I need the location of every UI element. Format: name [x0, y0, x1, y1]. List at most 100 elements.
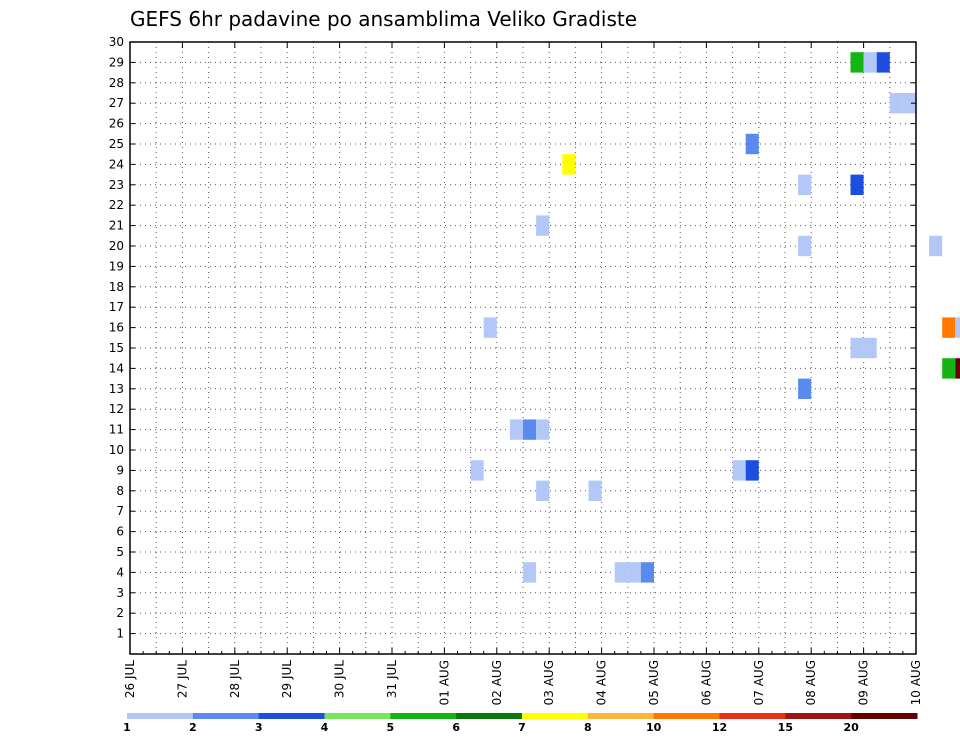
y-tick-label: 18 — [109, 280, 124, 294]
precip-cell — [850, 174, 864, 195]
y-tick-label: 24 — [109, 157, 124, 171]
precip-cell — [470, 460, 484, 481]
colorbar-segment — [653, 713, 720, 719]
precip-cell — [536, 419, 550, 440]
colorbar-label: 12 — [712, 721, 727, 734]
precip-cell — [889, 93, 903, 114]
precip-cell — [902, 93, 916, 114]
precipitation-cells — [470, 52, 960, 583]
y-tick-label: 16 — [109, 321, 124, 335]
precip-cell — [863, 337, 877, 359]
precip-cell — [627, 562, 641, 583]
x-tick-label: 05 AUG — [647, 660, 661, 705]
precip-cell — [536, 215, 550, 236]
y-tick-label: 22 — [109, 198, 124, 212]
precip-cell — [942, 317, 956, 338]
colorbar-label: 15 — [778, 721, 793, 734]
precip-cell — [523, 562, 537, 583]
precip-cell — [640, 562, 654, 583]
y-tick-label: 23 — [109, 178, 124, 192]
x-tick-label: 06 AUG — [699, 660, 713, 705]
precip-cell — [523, 419, 537, 440]
y-tick-label: 15 — [109, 341, 124, 355]
y-tick-label: 20 — [109, 239, 124, 253]
x-tick-label: 31 JUL — [385, 660, 399, 698]
colorbar-label: 4 — [321, 721, 329, 734]
precip-cell — [732, 460, 746, 481]
y-axis: 1234567891011121314151617181920212223242… — [109, 35, 916, 641]
colorbar-segment — [192, 713, 260, 719]
x-tick-label: 26 JUL — [123, 660, 137, 698]
x-tick-label: 02 AUG — [490, 660, 504, 705]
y-tick-label: 13 — [109, 382, 124, 396]
precip-cell — [876, 52, 890, 73]
y-tick-label: 11 — [109, 423, 124, 437]
y-tick-label: 8 — [116, 484, 124, 498]
y-tick-label: 25 — [109, 137, 124, 151]
x-tick-label: 04 AUG — [595, 660, 609, 705]
precip-cell — [798, 378, 812, 399]
x-tick-label: 09 AUG — [857, 660, 871, 705]
precip-cell — [863, 52, 877, 73]
precip-cell — [955, 358, 960, 379]
y-tick-label: 19 — [109, 259, 124, 273]
y-tick-label: 4 — [116, 565, 124, 579]
y-tick-label: 12 — [109, 402, 124, 416]
y-tick-label: 5 — [116, 545, 124, 559]
colorbar-segment — [456, 713, 523, 719]
y-tick-label: 21 — [109, 219, 124, 233]
y-tick-label: 30 — [109, 35, 124, 49]
precip-cell — [850, 337, 864, 359]
precip-cell — [562, 154, 576, 175]
precip-cell — [509, 419, 523, 440]
precip-cell — [614, 562, 628, 583]
x-tick-label: 01 AUG — [437, 660, 451, 705]
y-tick-label: 1 — [116, 627, 124, 641]
precip-cell — [955, 317, 960, 338]
y-tick-label: 14 — [109, 361, 124, 375]
x-tick-label: 28 JUL — [228, 660, 242, 698]
precip-cell — [588, 480, 602, 501]
precip-cell — [929, 235, 943, 257]
precip-cell — [536, 480, 550, 501]
colorbar-segment — [785, 713, 852, 719]
colorbar-label: 10 — [646, 721, 662, 734]
colorbar: 1 2 3 4 5 6 7 8 10 12 15 20 — [123, 713, 918, 734]
colorbar-segment — [324, 713, 391, 719]
colorbar-segment — [587, 713, 655, 719]
y-tick-label: 27 — [109, 96, 124, 110]
colorbar-segment — [719, 713, 786, 719]
x-tick-label: 29 JUL — [280, 660, 294, 698]
y-tick-label: 6 — [116, 525, 124, 539]
colorbar-label: 3 — [255, 721, 263, 734]
precip-cell — [798, 235, 812, 257]
x-tick-label: 07 AUG — [752, 660, 766, 705]
x-tick-label: 08 AUG — [804, 660, 818, 705]
colorbar-label: 6 — [452, 721, 460, 734]
precip-cell — [942, 358, 956, 379]
y-tick-label: 2 — [116, 606, 124, 620]
colorbar-label: 8 — [584, 721, 592, 734]
precip-cell — [745, 460, 759, 481]
colorbar-label: 7 — [518, 721, 526, 734]
y-tick-label: 29 — [109, 55, 124, 69]
precip-cell — [850, 52, 864, 73]
chart-title: GEFS 6hr padavine po ansamblima Veliko G… — [130, 7, 637, 31]
y-tick-label: 28 — [109, 76, 124, 90]
x-axis: 26 JUL 27 JUL 28 JUL 29 JUL 30 JUL 31 JUL 01 A… — [123, 42, 923, 705]
colorbar-segment — [258, 713, 325, 719]
colorbar-segment — [851, 713, 918, 719]
colorbar-label: 1 — [123, 721, 131, 734]
x-tick-label: 03 AUG — [542, 660, 556, 705]
colorbar-segment — [522, 713, 589, 719]
colorbar-label: 20 — [844, 721, 860, 734]
precip-cell — [483, 317, 497, 338]
x-tick-label: 27 JUL — [175, 660, 189, 698]
colorbar-segment — [127, 713, 194, 719]
y-tick-label: 7 — [116, 504, 124, 518]
x-tick-label: 30 JUL — [333, 660, 347, 698]
y-tick-label: 26 — [109, 117, 124, 131]
colorbar-label: 5 — [387, 721, 395, 734]
y-tick-label: 17 — [109, 300, 124, 314]
precip-cell — [798, 174, 812, 195]
